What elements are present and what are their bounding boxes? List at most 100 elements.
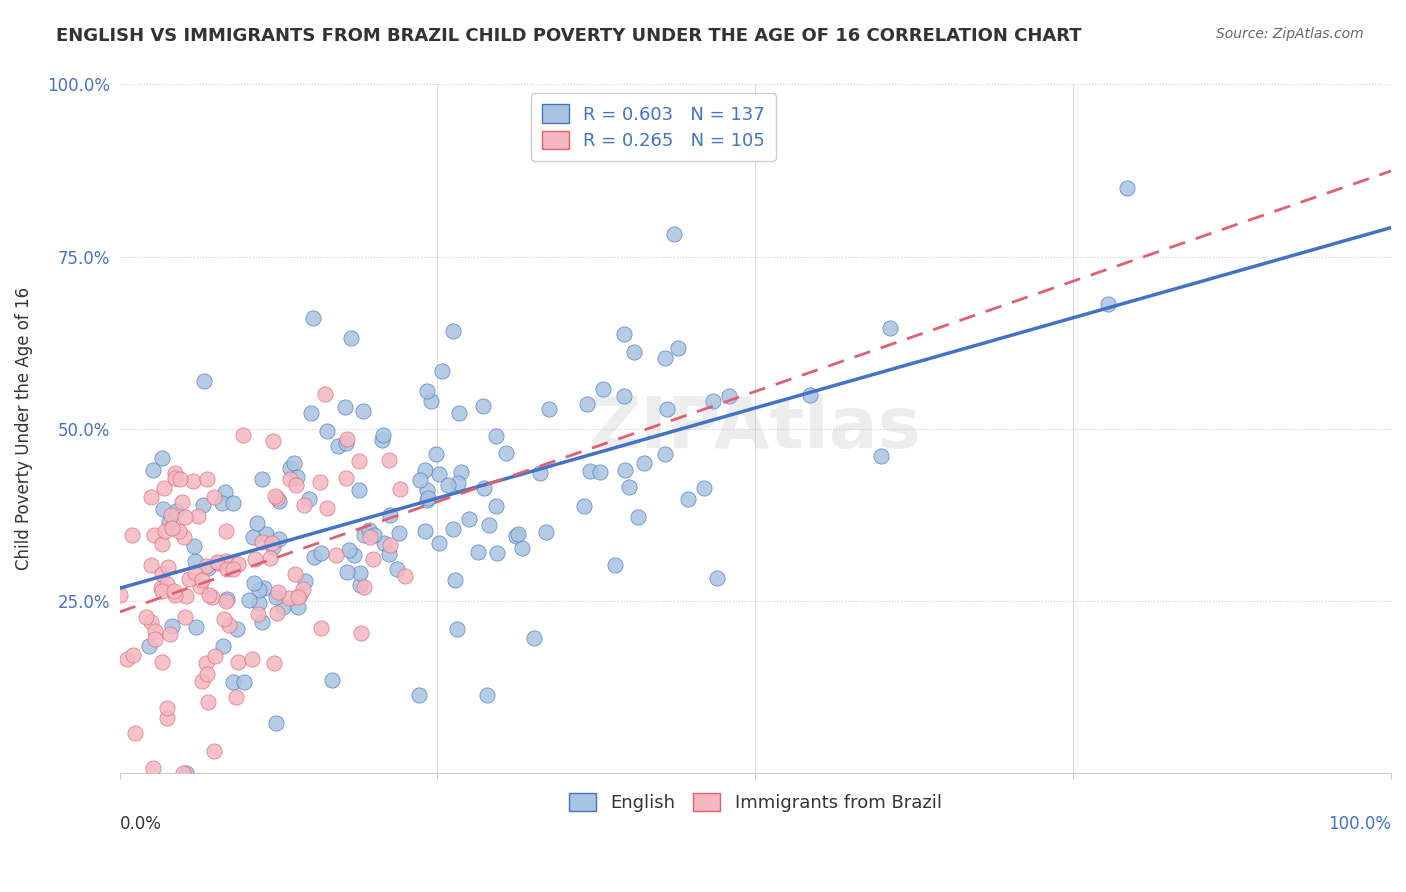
- English: [419, 393, 441, 408]
- English: [662, 227, 685, 242]
- English: [371, 434, 394, 448]
- English: [186, 620, 208, 634]
- English: [225, 623, 247, 637]
- English: [321, 673, 343, 688]
- English: [447, 475, 470, 490]
- English: [508, 527, 530, 541]
- Immigrants from Brazil: [187, 509, 209, 524]
- English: [337, 542, 360, 557]
- English: [299, 406, 322, 420]
- English: [326, 439, 349, 453]
- Immigrants from Brazil: [139, 490, 162, 504]
- Immigrants from Brazil: [150, 537, 173, 551]
- English: [160, 619, 183, 633]
- Immigrants from Brazil: [335, 470, 357, 484]
- Immigrants from Brazil: [380, 538, 402, 552]
- Immigrants from Brazil: [232, 428, 254, 442]
- Immigrants from Brazil: [121, 528, 143, 542]
- English: [613, 327, 636, 342]
- English: [264, 716, 287, 731]
- English: [575, 397, 598, 411]
- Immigrants from Brazil: [169, 524, 191, 539]
- English: [256, 527, 278, 541]
- English: [298, 492, 321, 507]
- Immigrants from Brazil: [197, 472, 219, 486]
- English: [316, 424, 339, 438]
- English: [283, 456, 305, 470]
- English: [495, 446, 517, 460]
- English: [441, 522, 464, 536]
- English: [523, 631, 546, 645]
- English: [478, 517, 501, 532]
- English: [150, 451, 173, 466]
- English: [467, 545, 489, 559]
- English: [450, 465, 472, 479]
- English: [510, 541, 533, 555]
- Immigrants from Brazil: [315, 501, 337, 516]
- English: [357, 523, 380, 537]
- Immigrants from Brazil: [285, 478, 308, 492]
- Immigrants from Brazil: [163, 471, 186, 485]
- Text: ENGLISH VS IMMIGRANTS FROM BRAZIL CHILD POVERTY UNDER THE AGE OF 16 CORRELATION : ENGLISH VS IMMIGRANTS FROM BRAZIL CHILD …: [56, 27, 1081, 45]
- English: [378, 508, 401, 523]
- Immigrants from Brazil: [215, 554, 238, 568]
- Immigrants from Brazil: [197, 695, 219, 709]
- Immigrants from Brazil: [179, 572, 201, 586]
- Immigrants from Brazil: [292, 498, 315, 512]
- English: [336, 565, 359, 579]
- Immigrants from Brazil: [288, 588, 311, 602]
- English: [418, 491, 440, 505]
- English: [267, 532, 290, 546]
- Immigrants from Brazil: [124, 726, 146, 740]
- Immigrants from Brazil: [139, 558, 162, 572]
- English: [363, 528, 385, 542]
- Immigrants from Brazil: [207, 556, 229, 570]
- Legend: English, Immigrants from Brazil: English, Immigrants from Brazil: [561, 786, 949, 819]
- Immigrants from Brazil: [156, 577, 179, 591]
- English: [627, 510, 650, 524]
- Immigrants from Brazil: [291, 582, 314, 597]
- English: [534, 525, 557, 540]
- English: [416, 384, 439, 398]
- English: [243, 575, 266, 590]
- English: [253, 581, 276, 595]
- English: [458, 511, 481, 525]
- English: [427, 536, 450, 550]
- Immigrants from Brazil: [350, 625, 373, 640]
- English: [441, 324, 464, 338]
- English: [285, 470, 308, 484]
- Immigrants from Brazil: [259, 551, 281, 566]
- Immigrants from Brazil: [247, 607, 270, 621]
- Immigrants from Brazil: [143, 632, 166, 646]
- English: [702, 394, 724, 409]
- Immigrants from Brazil: [336, 432, 359, 446]
- English: [371, 427, 394, 442]
- Immigrants from Brazil: [353, 580, 375, 594]
- Immigrants from Brazil: [190, 673, 212, 688]
- English: [416, 492, 439, 507]
- Immigrants from Brazil: [142, 528, 165, 542]
- English: [529, 466, 551, 480]
- Immigrants from Brazil: [284, 567, 307, 582]
- Immigrants from Brazil: [170, 495, 193, 509]
- Immigrants from Brazil: [135, 610, 157, 624]
- English: [617, 480, 640, 494]
- English: [505, 529, 527, 543]
- English: [633, 457, 655, 471]
- Immigrants from Brazil: [202, 744, 225, 758]
- English: [349, 578, 371, 592]
- English: [152, 502, 174, 516]
- English: [335, 400, 357, 414]
- English: [309, 546, 332, 560]
- English: [579, 464, 602, 478]
- Immigrants from Brazil: [139, 615, 162, 630]
- Immigrants from Brazil: [150, 566, 173, 581]
- Immigrants from Brazil: [169, 472, 191, 486]
- English: [212, 639, 235, 653]
- Immigrants from Brazil: [378, 452, 401, 467]
- English: [654, 447, 676, 461]
- Immigrants from Brazil: [145, 624, 167, 639]
- Immigrants from Brazil: [277, 591, 299, 605]
- English: [250, 472, 273, 486]
- English: [879, 321, 901, 335]
